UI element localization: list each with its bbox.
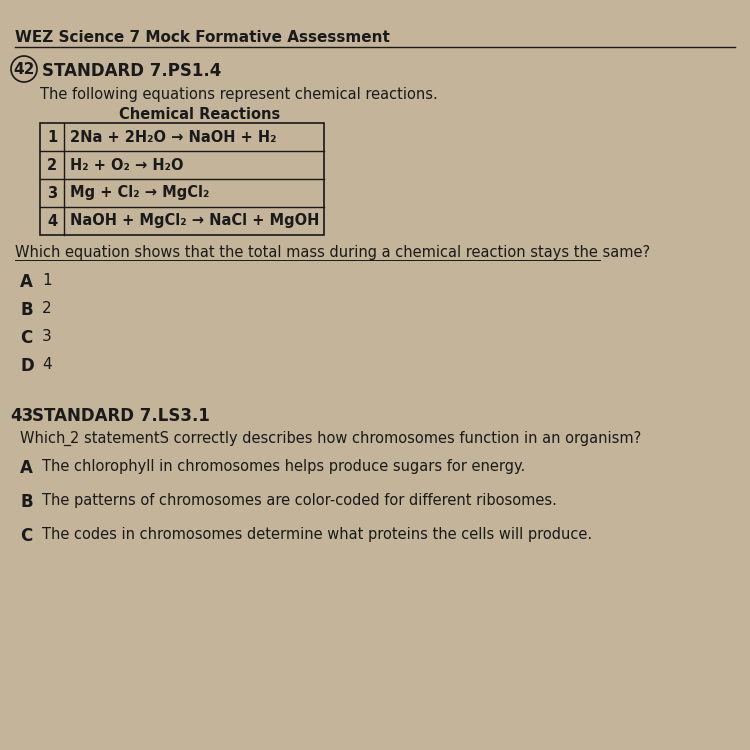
Text: B: B (20, 301, 33, 319)
Text: 1: 1 (42, 273, 52, 288)
Text: The patterns of chromosomes are color-coded for different ribosomes.: The patterns of chromosomes are color-co… (42, 493, 556, 508)
Text: STANDARD 7.LS3.1: STANDARD 7.LS3.1 (32, 407, 210, 425)
Text: 42: 42 (13, 62, 34, 76)
Text: Which 2 statementS correctly describes how chromosomes function in an organism?: Which 2 statementS correctly describes h… (20, 431, 641, 446)
Text: 4: 4 (47, 214, 57, 229)
Text: Which equation shows that the total mass during a chemical reaction stays the sa: Which equation shows that the total mass… (15, 245, 650, 260)
Text: WEZ Science 7 Mock Formative Assessment: WEZ Science 7 Mock Formative Assessment (15, 30, 390, 45)
Text: Chemical Reactions: Chemical Reactions (119, 107, 280, 122)
Text: 43: 43 (10, 407, 33, 425)
Text: 2: 2 (47, 158, 57, 172)
Text: C: C (20, 329, 32, 347)
Text: 1: 1 (46, 130, 57, 145)
Text: NaOH + MgCl₂ → NaCl + MgOH: NaOH + MgCl₂ → NaCl + MgOH (70, 214, 320, 229)
Text: 2Na + 2H₂O → NaOH + H₂: 2Na + 2H₂O → NaOH + H₂ (70, 130, 277, 145)
Text: The following equations represent chemical reactions.: The following equations represent chemic… (40, 87, 438, 102)
Bar (40, 123, 324, 235)
Text: Mg + Cl₂ → MgCl₂: Mg + Cl₂ → MgCl₂ (70, 185, 209, 200)
Text: STANDARD 7.PS1.4: STANDARD 7.PS1.4 (42, 62, 221, 80)
Text: 3: 3 (42, 329, 52, 344)
Text: A: A (20, 459, 33, 477)
Text: A: A (20, 273, 33, 291)
Text: C: C (20, 527, 32, 545)
Text: 3: 3 (47, 185, 57, 200)
Text: 2: 2 (42, 301, 52, 316)
Text: D: D (20, 357, 34, 375)
Text: The chlorophyll in chromosomes helps produce sugars for energy.: The chlorophyll in chromosomes helps pro… (42, 459, 525, 474)
Text: 4: 4 (42, 357, 52, 372)
Text: B: B (20, 493, 33, 511)
Text: H₂ + O₂ → H₂O: H₂ + O₂ → H₂O (70, 158, 184, 172)
Text: The codes in chromosomes determine what proteins the cells will produce.: The codes in chromosomes determine what … (42, 527, 592, 542)
